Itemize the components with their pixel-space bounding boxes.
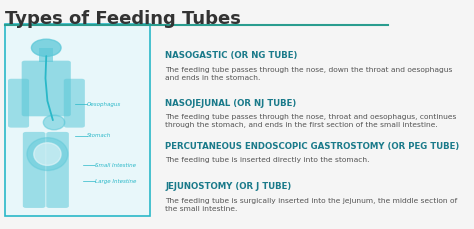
Ellipse shape <box>43 115 65 130</box>
Text: Small Intestine: Small Intestine <box>95 163 136 168</box>
Ellipse shape <box>34 143 61 165</box>
Text: JEJUNOSTOMY (OR J TUBE): JEJUNOSTOMY (OR J TUBE) <box>165 182 292 191</box>
FancyBboxPatch shape <box>23 132 46 208</box>
FancyBboxPatch shape <box>64 79 85 128</box>
Text: NASOJEJUNAL (OR NJ TUBE): NASOJEJUNAL (OR NJ TUBE) <box>165 99 296 108</box>
Text: Types of Feeding Tubes: Types of Feeding Tubes <box>5 11 241 28</box>
FancyBboxPatch shape <box>8 79 29 128</box>
Text: The feeding tube is surgically inserted into the jejunum, the middle section of
: The feeding tube is surgically inserted … <box>165 198 457 212</box>
FancyBboxPatch shape <box>46 132 69 208</box>
Text: NASOGASTIC (OR NG TUBE): NASOGASTIC (OR NG TUBE) <box>165 51 298 60</box>
FancyBboxPatch shape <box>5 24 150 216</box>
Circle shape <box>31 39 61 56</box>
Text: The feeding tube passes through the nose, down the throat and oesophagus
and end: The feeding tube passes through the nose… <box>165 67 453 81</box>
Text: Large Intestine: Large Intestine <box>95 179 137 184</box>
FancyBboxPatch shape <box>22 61 71 116</box>
Text: PERCUTANEOUS ENDOSCOPIC GASTROSTOMY (OR PEG TUBE): PERCUTANEOUS ENDOSCOPIC GASTROSTOMY (OR … <box>165 142 459 151</box>
Text: Stomach: Stomach <box>87 134 111 139</box>
Text: Oesophagus: Oesophagus <box>87 102 121 107</box>
Ellipse shape <box>27 138 68 170</box>
FancyBboxPatch shape <box>39 48 53 63</box>
Text: The feeding tube passes through the nose, throat and oesophagus, continues
throu: The feeding tube passes through the nose… <box>165 114 456 128</box>
Text: The feeding tube is inserted directly into the stomach.: The feeding tube is inserted directly in… <box>165 157 370 163</box>
